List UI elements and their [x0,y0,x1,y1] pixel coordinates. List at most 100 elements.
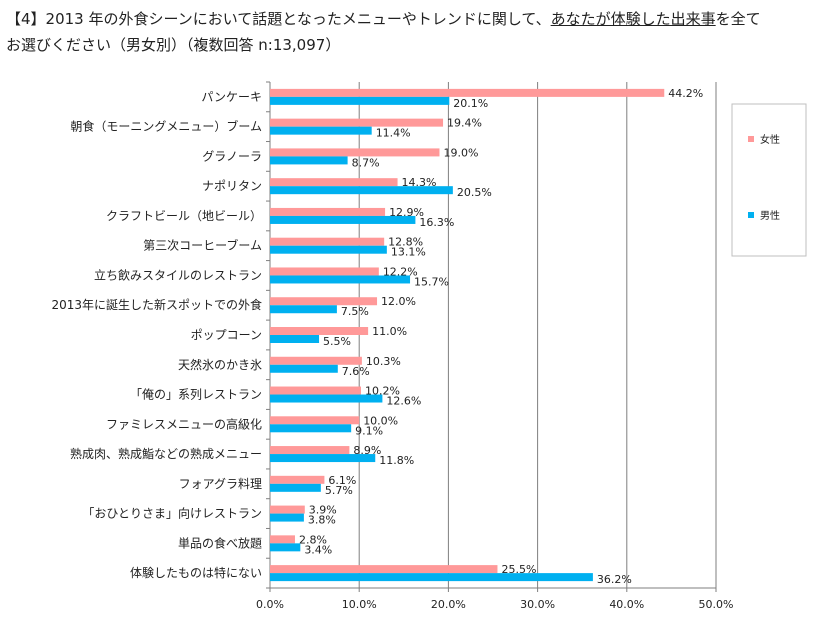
bar-male [270,96,450,105]
x-tick-label: 20.0% [431,598,466,611]
bar-male [270,454,376,463]
bar-male [270,335,320,343]
category-label: クラフトビール（地ビール） [106,209,262,223]
data-label-male: 11.4% [376,127,411,140]
bar-female [270,327,369,335]
x-tick-label: 10.0% [342,598,377,611]
data-label-male: 36.2% [597,573,632,586]
x-tick-label: 30.0% [520,598,555,611]
data-label-female: 6.1% [328,474,356,487]
category-label: 体験したものは特にない [130,565,262,580]
legend-label-male: 男性 [760,209,780,222]
data-label-male: 3.4% [304,543,332,556]
bar-female [270,297,378,306]
title-line-2: お選びください（男女別）（複数回答 n:13,097） [6,36,341,54]
data-label-male: 11.8% [379,454,414,467]
data-label-female: 8.9% [353,444,381,457]
category-label: 熟成肉、熟成鮨などの熟成メニュー [70,446,262,461]
data-label-male: 3.8% [308,514,336,527]
data-label-female: 12.2% [383,265,418,278]
title-suffix: を全て [715,10,761,28]
bar-female [270,505,305,514]
category-label: 立ち飲みスタイルのレストラン [94,267,262,282]
data-label-male: 20.5% [457,186,492,199]
data-label-male: 20.1% [453,97,488,110]
data-label-male: 12.6% [386,395,421,408]
category-label: ナポリタン [202,179,262,193]
category-label: 朝食（モーニングメニュー）ブーム [70,119,262,134]
bar-male [270,394,383,403]
data-label-female: 3.9% [309,504,337,517]
category-label: ポップコーン [191,328,262,342]
bar-male [270,305,337,314]
legend-box [731,103,807,257]
bar-male [270,364,338,373]
data-label-male: 5.5% [323,335,351,348]
data-label-male: 15.7% [414,275,449,288]
x-tick-label: 0.0% [256,598,284,611]
category-label: 2013年に誕生した新スポットでの外食 [51,297,262,312]
bar-female [270,535,295,544]
x-tick-label: 50.0% [699,598,734,611]
data-label-female: 19.0% [443,146,478,159]
data-label-female: 10.0% [363,414,398,427]
data-label-male: 9.1% [355,424,383,437]
x-tick-label: 40.0% [609,598,644,611]
data-label-female: 25.5% [501,563,536,576]
data-label-female: 19.4% [447,117,482,130]
title-prefix: 【4】2013 年の外食シーンにおいて話題となったメニューやトレンドに関して、 [6,10,551,28]
bar-female [270,207,386,216]
category-label: 「俺の」系列レストラン [130,388,262,402]
title-line-1: 【4】2013 年の外食シーンにおいて話題となったメニューやトレンドに関して、あ… [6,6,816,32]
data-label-female: 12.0% [381,295,416,308]
bar-female [270,416,360,425]
title-underlined: あなたが体験した出来事 [550,10,716,28]
category-label: 単品の食べ放題 [178,535,262,550]
bar-male [270,483,321,492]
bar-male [270,126,372,135]
bar-male [270,513,304,522]
data-label-male: 7.5% [341,305,369,318]
legend-swatch-male [748,212,754,218]
legend-label-female: 女性 [760,133,780,146]
data-label-female: 44.2% [668,87,703,100]
bar-male [270,186,453,195]
category-label: グラノーラ [202,149,262,163]
category-label: パンケーキ [201,90,262,104]
bar-male [270,424,352,433]
bar-female [270,178,398,187]
bar-female [270,237,385,246]
bar-female [270,148,440,157]
bar-female [270,565,498,574]
data-label-male: 16.3% [419,216,454,229]
bar-female [270,446,350,455]
bar-female [270,88,665,97]
data-label-male: 8.7% [352,156,380,169]
bar-male [270,275,411,284]
chart-title: 【4】2013 年の外食シーンにおいて話題となったメニューやトレンドに関して、あ… [6,6,816,58]
data-label-female: 11.0% [372,325,407,338]
bar-male [270,543,301,552]
category-label: フォアグラ料理 [179,477,262,491]
bar-male [270,573,593,582]
data-label-female: 12.9% [389,206,424,219]
bar-female [270,356,362,365]
data-label-male: 7.6% [342,365,370,378]
data-label-female: 14.3% [402,176,437,189]
bar-female [270,118,444,127]
bar-male [270,245,387,254]
bar-female [270,475,325,484]
bar-male [270,156,348,165]
data-label-female: 10.2% [365,385,400,398]
bar-female [270,386,361,395]
bar-male [270,215,416,224]
category-label: 「おひとりさま」向けレストラン [82,506,262,521]
category-label: 第三次コーヒーブーム [143,238,262,253]
data-label-female: 10.3% [366,355,401,368]
data-label-male: 13.1% [391,246,426,259]
data-label-female: 2.8% [299,533,327,546]
data-label-male: 5.7% [325,484,353,497]
data-label-female: 12.8% [388,236,423,249]
legend-swatch-female [748,136,754,142]
